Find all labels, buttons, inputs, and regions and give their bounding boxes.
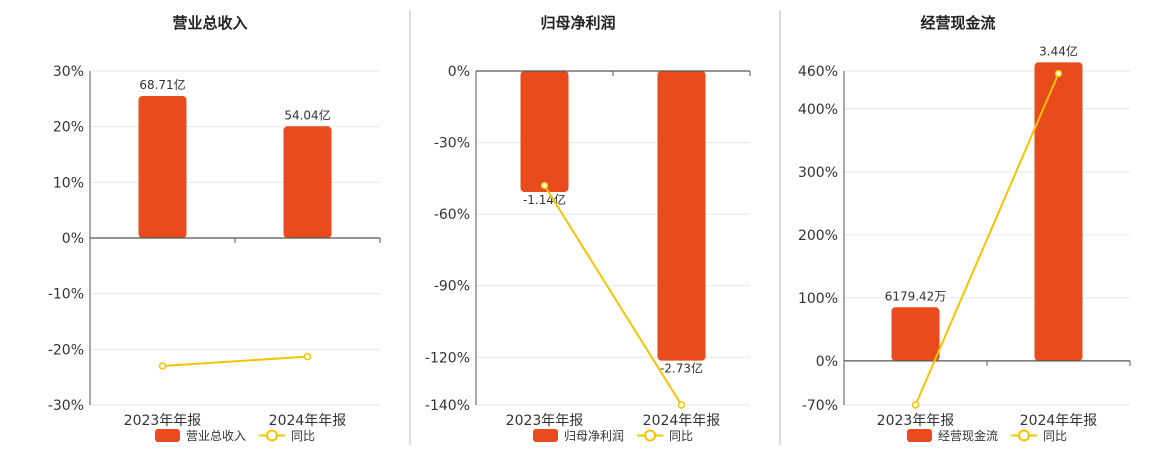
bar-2: [1034, 62, 1083, 361]
legend-line-marker: [644, 429, 656, 442]
bar-data-label: -2.73亿: [660, 361, 703, 376]
yoy-point-2: [303, 352, 312, 361]
bar-1: [138, 95, 187, 238]
y-tick-label: -30%: [48, 398, 84, 414]
x-tick-label: 2024年年报: [643, 413, 721, 429]
chart-title: 归母净利润: [540, 14, 615, 32]
y-tick-label: -140%: [425, 398, 470, 414]
y-tick-label: 100%: [798, 291, 838, 307]
yoy-point-2: [1054, 69, 1063, 78]
y-tick-label: 400%: [798, 102, 838, 118]
y-tick-label: -90%: [434, 279, 470, 295]
x-tick-label: 2024年年报: [269, 413, 347, 429]
legend-bar-swatch: [155, 429, 180, 442]
legend-bar-swatch: [907, 429, 932, 442]
bar-1: [891, 307, 940, 361]
yoy-point-1: [540, 181, 549, 190]
legend-bar-label: 经营现金流: [938, 428, 998, 443]
y-tick-label: 300%: [798, 165, 838, 181]
legend-bar-label: 归母净利润: [564, 429, 624, 443]
chart-title: 营业总收入: [172, 14, 247, 32]
bar-data-label: 54.04亿: [284, 107, 330, 122]
yoy-point-2: [677, 401, 686, 409]
yoy-line: [162, 355, 308, 368]
y-tick-label: -10%: [48, 287, 84, 303]
legend-bar-swatch: [533, 429, 558, 442]
y-tick-label: 0%: [816, 354, 838, 370]
bar-2: [657, 71, 706, 361]
yoy-line: [543, 184, 683, 406]
bar-2: [283, 126, 332, 238]
legend-line-label: 同比: [669, 429, 693, 443]
y-tick-label: -30%: [434, 136, 470, 152]
legend-line-marker: [266, 429, 278, 442]
y-tick-label: 30%: [53, 64, 84, 80]
y-tick-label: 460%: [798, 64, 838, 80]
bar-data-label: 6179.42万: [885, 289, 947, 303]
x-tick-label: 2023年年报: [877, 413, 955, 429]
bar-1: [520, 71, 569, 192]
y-tick-label: -120%: [425, 350, 470, 366]
bar-data-label: -1.14亿: [523, 192, 566, 207]
y-tick-label: 0%: [448, 64, 470, 80]
yoy-line: [914, 73, 1060, 406]
y-tick-label: 0%: [62, 231, 84, 247]
y-tick-label: 20%: [53, 120, 84, 136]
legend-line-marker: [1018, 429, 1030, 442]
bar-data-label: 68.71亿: [139, 77, 185, 92]
legend-bar-label: 营业总收入: [186, 429, 246, 443]
x-tick-label: 2024年年报: [1020, 413, 1098, 429]
chart-title: 经营现金流: [920, 14, 995, 32]
y-tick-label: -70%: [802, 398, 838, 414]
x-tick-label: 2023年年报: [506, 413, 584, 429]
legend-line-label: 同比: [291, 429, 315, 443]
yoy-point-1: [911, 401, 920, 409]
x-tick-label: 2023年年报: [124, 413, 202, 429]
y-tick-label: 200%: [798, 228, 838, 244]
y-tick-label: 10%: [53, 175, 84, 191]
yoy-point-1: [158, 362, 167, 370]
y-tick-label: -20%: [48, 342, 84, 358]
bar-data-label: 3.44亿: [1039, 43, 1078, 58]
y-tick-label: -60%: [434, 207, 470, 223]
legend-line-label: 同比: [1043, 429, 1067, 443]
